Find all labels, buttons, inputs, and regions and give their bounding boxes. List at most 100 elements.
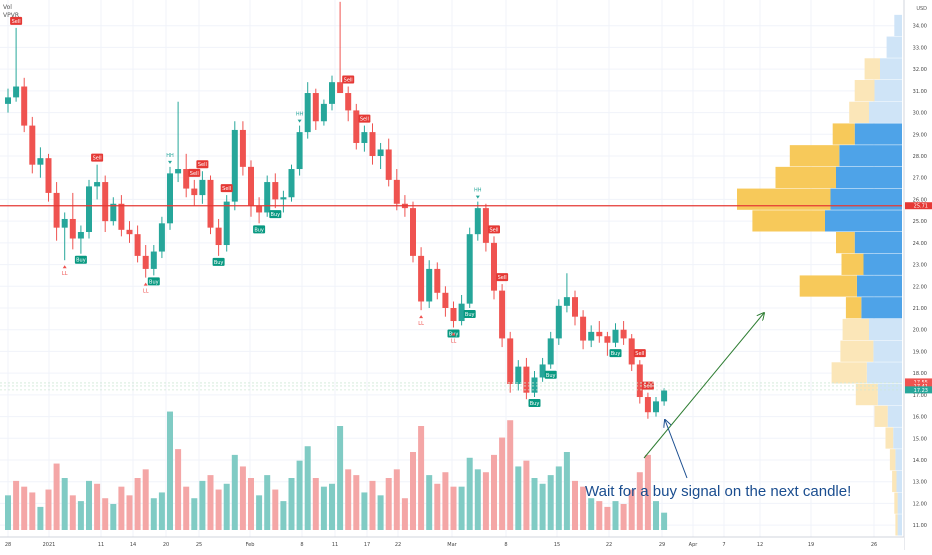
volume-profile-down-bar <box>854 80 875 102</box>
signal-label-text: Sell <box>222 186 231 192</box>
candle-body <box>183 169 190 189</box>
x-tick-label: 28 <box>5 542 11 548</box>
y-tick-label: 20.00 <box>913 328 927 334</box>
candle-body <box>507 338 514 384</box>
volume-profile-down-bar <box>855 384 878 406</box>
volume-bar <box>256 495 263 530</box>
y-tick-label: 18.00 <box>913 371 927 377</box>
signal-label-box <box>220 184 233 193</box>
volume-profile-down-bar <box>885 427 894 449</box>
candle-body <box>94 182 101 187</box>
volume-profile-down-bar <box>836 232 855 254</box>
volume-bar <box>523 460 530 530</box>
volume-bar <box>401 498 408 530</box>
buy-signal-label: Buy <box>269 210 282 219</box>
volume-profile-down-bar <box>789 145 840 167</box>
candle-body <box>288 169 295 198</box>
volume-profile-down-bar <box>842 318 869 341</box>
signal-label-box <box>147 277 160 286</box>
volume-bar <box>167 411 173 530</box>
candle-body <box>296 132 303 170</box>
candle-body <box>69 218 76 239</box>
x-tick-label: Mar <box>447 542 457 548</box>
grid-lines <box>0 0 902 537</box>
candle-body <box>661 390 668 402</box>
signal-label-text: Sell <box>344 78 353 84</box>
candle-body <box>272 182 279 200</box>
volume-profile-up-bar <box>893 427 902 449</box>
pivot-label-text: HH <box>166 153 174 159</box>
candle-body <box>612 329 619 343</box>
volume-bar <box>474 469 481 530</box>
callout-arrow <box>665 420 688 479</box>
candle-body <box>5 97 11 104</box>
volume-profile-up-bar <box>854 123 902 145</box>
candle-body <box>491 242 497 291</box>
volume-bar <box>653 501 659 530</box>
volume-profile-up-bar <box>894 14 902 37</box>
higher-high-marker: HH <box>296 112 304 123</box>
volume-bar <box>628 489 635 530</box>
candle-body <box>304 93 311 133</box>
volume-bar <box>636 472 643 530</box>
volume-bar <box>337 426 344 530</box>
candle-body <box>547 338 554 365</box>
candle-body <box>531 377 538 393</box>
volume-profile-down-bar <box>845 297 862 319</box>
volume-profile-up-bar <box>869 318 902 341</box>
price-label-box <box>905 202 932 210</box>
volume-profile-down-bar <box>889 449 896 471</box>
volume-profile-up-bar <box>897 514 902 536</box>
volume-bar <box>126 495 133 530</box>
signal-label-box <box>342 75 355 84</box>
candle-body <box>191 188 198 196</box>
volume-bar <box>61 478 68 530</box>
y-tick-label: 34.00 <box>913 24 927 30</box>
volume-bar <box>426 475 433 530</box>
volume-profile-up-bar <box>825 210 902 232</box>
volume-profile-up-bar <box>869 101 902 123</box>
volume-bar <box>288 478 295 530</box>
volume-bar <box>110 504 117 530</box>
signal-label-box <box>633 349 646 358</box>
volume-bar <box>418 426 425 530</box>
candle-body <box>418 255 425 302</box>
volume-profile <box>737 14 902 536</box>
buy-signal-label: Buy <box>253 225 266 234</box>
currency-label: USD <box>916 6 927 12</box>
volume-bar <box>555 466 562 530</box>
pivot-triangle <box>168 160 172 164</box>
sell-signal-label: Sell <box>342 75 355 84</box>
volume-bar <box>158 492 165 530</box>
price-label-text: 17.23 <box>914 388 928 394</box>
buy-signal-label: Buy <box>609 349 622 358</box>
indicator-label-vpvr[interactable]: VPVR <box>3 12 19 19</box>
signal-label-text: Buy <box>254 227 264 233</box>
y-tick-label: 11.00 <box>913 523 927 529</box>
volume-bar <box>264 475 271 530</box>
candle-body <box>523 366 530 393</box>
volume-bar <box>434 483 441 530</box>
candle-body <box>450 308 457 322</box>
volume-bar <box>175 449 182 530</box>
volume-profile-down-bar <box>895 514 898 536</box>
lower-low-marker: LL <box>62 265 68 277</box>
volume-profile-down-bar <box>752 210 825 232</box>
volume-bar <box>353 475 360 530</box>
signal-label-text: Buy <box>530 401 540 407</box>
volume-bar <box>280 501 287 530</box>
signal-label-box <box>91 153 104 162</box>
y-tick-label: 32.00 <box>913 67 927 73</box>
signal-label-box <box>253 225 266 234</box>
volume-bar <box>215 489 222 530</box>
volume-bar <box>345 469 352 530</box>
candle-body <box>653 401 659 413</box>
candle-body <box>312 93 319 122</box>
candle-body <box>86 186 92 232</box>
y-tick-label: 21.00 <box>913 306 927 312</box>
candle-body <box>555 305 562 339</box>
volume-bar <box>644 454 651 530</box>
indicator-label-vol[interactable]: Vol <box>3 4 12 11</box>
